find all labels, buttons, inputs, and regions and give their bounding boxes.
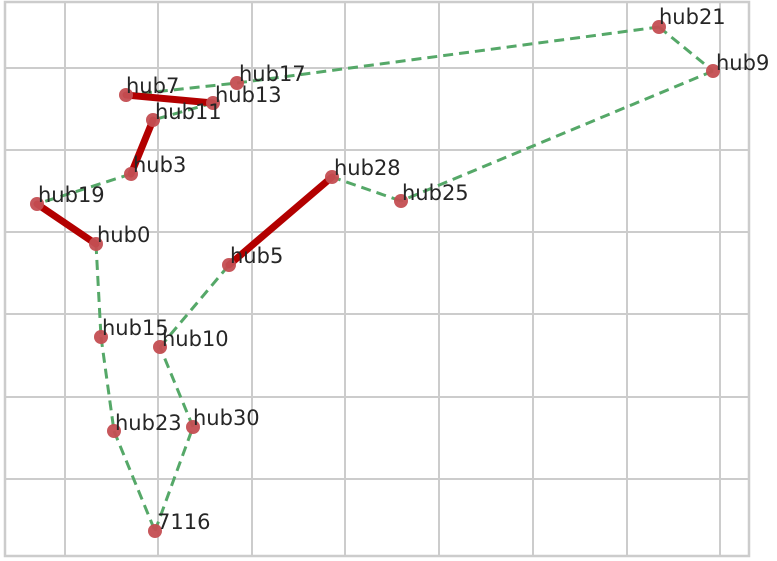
node-hub0	[89, 237, 103, 251]
node-label-hub13: hub13	[215, 83, 282, 107]
highlighted-edge-hub11-hub3	[127, 116, 157, 178]
node-label-hub15: hub15	[102, 316, 169, 340]
node-hub13	[206, 96, 220, 110]
node-label-7116: 7116	[157, 510, 210, 534]
node-hub9	[706, 64, 720, 78]
node-hub17	[230, 76, 244, 90]
node-hub10	[153, 340, 167, 354]
node-label-hub5: hub5	[230, 244, 283, 268]
plot-frame	[3, 0, 751, 558]
node-label-hub9: hub9	[716, 51, 769, 75]
highlighted-edge-hub28-hub5	[225, 173, 336, 269]
node-hub3	[124, 167, 138, 181]
node-hub11	[146, 113, 160, 127]
node-hub19	[30, 197, 44, 211]
route-edge-hub7-hub17	[125, 81, 238, 97]
edges-layer	[33, 25, 714, 532]
node-label-hub7: hub7	[126, 74, 179, 98]
node-label-hub0: hub0	[97, 223, 150, 247]
node-hub15	[94, 330, 108, 344]
grid	[5, 2, 749, 556]
node-label-hub11: hub11	[155, 100, 222, 124]
route-edge-hub9-hub25	[400, 69, 714, 203]
node-label-hub21: hub21	[659, 5, 726, 29]
route-edge-hub17-hub21	[236, 25, 660, 85]
route-edge-hub10-hub5	[158, 264, 231, 348]
node-hub21	[652, 20, 666, 34]
route-edge-hub23-7116	[112, 430, 157, 532]
node-label-hub23: hub23	[115, 411, 182, 435]
route-edge-hub25-hub28	[331, 175, 402, 203]
node-hub5	[222, 258, 236, 272]
node-label-hub10: hub10	[162, 327, 229, 351]
node-label-hub28: hub28	[334, 156, 401, 180]
node-hub28	[325, 170, 339, 184]
node-hub25	[394, 194, 408, 208]
node-hub23	[107, 424, 121, 438]
node-label-hub30: hub30	[193, 406, 260, 430]
node-label-hub17: hub17	[239, 62, 306, 86]
route-edge-hub21-hub9	[658, 25, 714, 73]
node-label-hub19: hub19	[38, 183, 105, 207]
route-edge-7116-hub30	[153, 426, 195, 532]
route-edge-hub13-hub11	[152, 101, 214, 122]
highlighted-edge-hub7-hub13	[122, 91, 217, 107]
node-hub30	[186, 420, 200, 434]
route-edge-hub3-hub19	[36, 172, 132, 206]
node-label-hub3: hub3	[133, 153, 186, 177]
node-label-hub25: hub25	[402, 181, 469, 205]
node-hub7	[119, 88, 133, 102]
highlighted-edge-hub19-hub0	[33, 200, 100, 248]
nodes-layer	[30, 20, 720, 538]
node-7116	[148, 524, 162, 538]
route-edge-hub30-hub10	[158, 346, 195, 428]
